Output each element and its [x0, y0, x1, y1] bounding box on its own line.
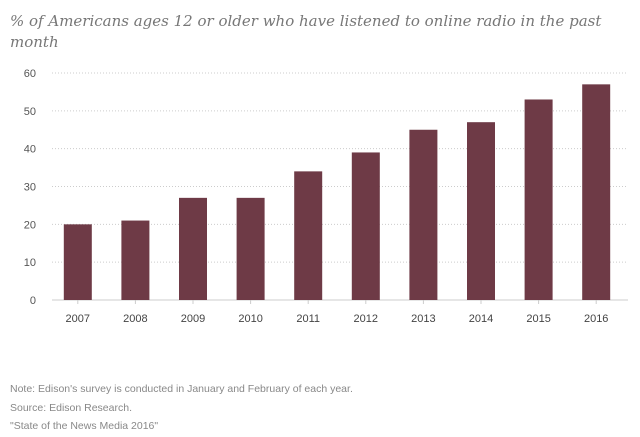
bar-2013	[409, 129, 438, 300]
y-tick-label: 20	[24, 219, 36, 231]
y-tick-label: 10	[24, 257, 36, 269]
x-tick-label: 2013	[411, 313, 435, 325]
bar-2016	[582, 84, 611, 300]
bar-2011	[294, 171, 323, 300]
x-tick-label: 2011	[296, 313, 320, 325]
x-tick-label: 2014	[469, 313, 493, 325]
x-tick-label: 2015	[526, 313, 550, 325]
bar-2010	[236, 197, 265, 300]
y-tick-label: 30	[24, 182, 36, 194]
x-tick-label: 2010	[238, 313, 262, 325]
x-tick-label: 2009	[181, 313, 205, 325]
source-text: Source: Edison Research.	[10, 401, 132, 414]
report-text: "State of the News Media 2016"	[10, 420, 159, 432]
bar-2012	[351, 152, 380, 300]
x-tick-label: 2012	[354, 313, 378, 325]
y-tick-label: 0	[30, 295, 36, 307]
note-text: Note: Edison's survey is conducted in Ja…	[10, 383, 353, 395]
y-tick-label: 40	[24, 144, 36, 156]
bar-2009	[179, 197, 207, 300]
bar-2014	[467, 122, 495, 300]
x-tick-label: 2007	[66, 313, 90, 325]
bar-2008	[121, 220, 150, 300]
bars	[63, 84, 611, 300]
chart-title: % of Americans ages 12 or older who have…	[10, 12, 602, 51]
bar-2007	[63, 224, 92, 300]
bar-2015	[524, 99, 553, 300]
y-axis-ticks: 0 10 20 30 40 50 60	[24, 68, 36, 307]
y-tick-label: 50	[24, 106, 36, 118]
chart-notes: Note: Edison's survey is conducted in Ja…	[10, 380, 353, 436]
y-tick-label: 60	[24, 68, 36, 80]
x-tick-label: 2008	[123, 313, 147, 325]
x-tick-label: 2016	[584, 313, 608, 325]
x-axis-ticks: 2007 2008 2009 2010 2011 2012 2013 2014 2015 2016	[66, 300, 608, 325]
